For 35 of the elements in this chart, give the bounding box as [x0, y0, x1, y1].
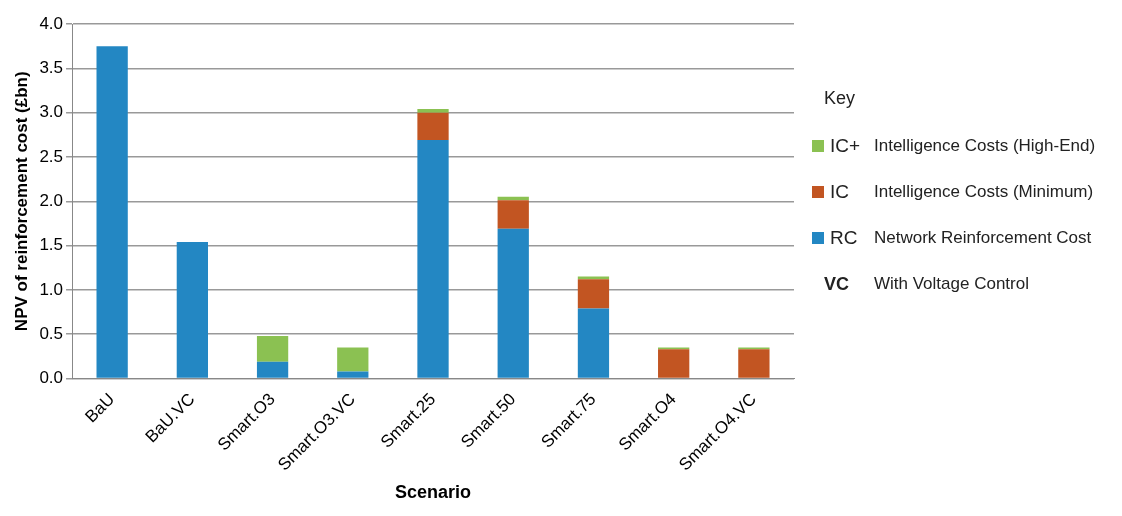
- bar: [337, 371, 369, 378]
- legend-label: RC: [830, 227, 859, 249]
- bar: [738, 349, 770, 378]
- bar: [256, 361, 289, 378]
- y-tick-label: 1.0: [39, 279, 64, 299]
- text: Intelligence Costs (High-End): [874, 136, 1096, 156]
- bar: [96, 46, 128, 378]
- bar: [658, 349, 690, 378]
- bar: [497, 200, 529, 229]
- x-axis-title: Scenario: [394, 482, 472, 503]
- bar: [176, 242, 208, 378]
- bar: [256, 335, 289, 362]
- y-tick-label: 4.0: [39, 13, 64, 33]
- bar: [417, 140, 449, 378]
- text: VC: [823, 273, 850, 295]
- legend-label: IC: [830, 181, 850, 203]
- legend-label: IC+: [830, 135, 862, 157]
- text: With Voltage Control: [874, 274, 1029, 294]
- y-tick-label: 3.0: [39, 102, 64, 122]
- y-tick-label: 3.5: [39, 58, 64, 77]
- y-tick-label: 1.5: [39, 235, 64, 255]
- text: Intelligence Costs (Minimum): [874, 182, 1094, 202]
- y-axis-title: NPV of reinforcement cost (£bn): [11, 71, 31, 332]
- bar: [337, 347, 369, 372]
- bar: [577, 279, 610, 309]
- legend-title: Key: [823, 88, 857, 109]
- bar: [417, 112, 449, 141]
- y-tick-label: 2.0: [39, 190, 64, 210]
- y-tick-label: 2.5: [39, 146, 64, 166]
- text: Network Reinforcement Cost: [874, 228, 1092, 248]
- y-tick-label: 0.0: [39, 368, 64, 388]
- bar: [497, 228, 529, 378]
- y-tick-label: 0.5: [39, 323, 64, 343]
- bar: [417, 109, 449, 113]
- bar: [577, 308, 610, 378]
